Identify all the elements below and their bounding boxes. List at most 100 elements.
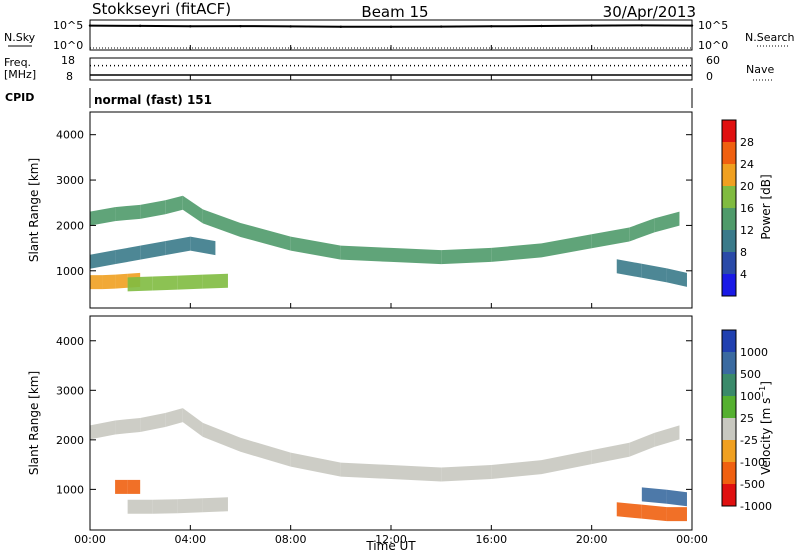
cpid-label: CPID [5,91,34,104]
x-tick-label: 00:00 [74,533,106,546]
colorbar-cell [722,120,736,142]
nsky-point [439,25,443,28]
power-ylabel: Slant Range [km] [27,158,41,262]
scatter-band-segment [391,465,442,482]
nsky-point [138,24,142,28]
scatter-band-segment [616,502,642,519]
colorbar-tick-label: 12 [740,224,754,237]
colorbar-cell [722,274,736,296]
scatter-band-segment [127,276,153,292]
time-axis-label: Time UT [365,539,416,553]
x-tick-label: 08:00 [275,533,307,546]
time-axis: 00:00 04:00 08:00 12:00 16:00 20:00 00:00 [74,45,708,546]
nsky-series [88,24,694,49]
freq-tick-bottom: 8 [66,70,73,83]
velocity-y-axis: 1000 2000 3000 4000 [56,335,692,496]
power-y-axis: 1000 2000 3000 4000 [56,129,692,278]
y-tick-label: 3000 [56,174,84,187]
colorbar-cell [722,352,736,374]
nsky-point [690,24,694,27]
scatter-band-segment [666,507,687,522]
nsky-point [490,25,493,28]
colorbar-tick-label: -500 [740,478,765,491]
beam-title: Beam 15 [361,3,428,21]
scatter-band-segment [177,498,203,514]
y-tick-label: 4000 [56,129,84,142]
y-tick-label: 2000 [56,434,84,447]
scatter-band-segment [290,452,341,477]
scatter-band-segment [240,437,291,467]
scatter-band-segment [202,497,228,513]
colorbar-cell [722,142,736,164]
colorbar-tick-label: -100 [740,456,765,469]
power-colorbar: 28 24 20 16 12 8 4 [721,119,754,297]
nave-tick-top: 60 [706,54,720,67]
y-tick-label: 2000 [56,219,84,232]
nsky-label: N.Sky [4,31,36,44]
velocity-ylabel: Slant Range [km] [27,371,41,475]
scatter-band-segment [654,211,680,233]
scatter-band-segment [641,263,667,283]
power-heatmap [90,195,687,292]
scatter-band-segment [290,236,341,260]
scatter-band-segment [90,250,116,269]
colorbar-cell [722,440,736,462]
nsky-point [289,25,292,28]
nsearch-tick-bottom: 10^0 [698,39,728,52]
nsearch-tick-top: 10^5 [698,19,728,32]
x-tick-label: 04:00 [174,533,206,546]
x-tick-label: 20:00 [576,533,608,546]
velocity-colorbar-label: Velocity [m s−1] [758,381,773,475]
colorbar-tick-label: 16 [740,202,754,215]
scatter-band-segment [591,227,630,249]
scatter-band-segment [115,245,141,265]
colorbar-tick-label: 20 [740,180,754,193]
velocity-panel-frame [89,315,693,531]
colorbar-tick-label: -1000 [740,500,772,513]
colorbar-tick-label: 4 [740,268,747,281]
nave-tick-bottom: 0 [706,70,713,83]
nsky-tick-bottom: 10^0 [53,39,83,52]
scatter-band-segment [152,275,178,291]
scatter-band-segment [441,247,492,265]
scatter-band-segment [202,209,241,237]
colorbar-tick-label: 25 [740,412,754,425]
scatter-band-segment [340,462,391,480]
colorbar-cell [722,230,736,252]
scatter-band-segment [629,218,655,242]
x-tick-label: 00:00 [676,533,708,546]
nsky-point [239,24,242,28]
scatter-band-segment [115,273,128,289]
colorbar-tick-label: -25 [740,434,758,447]
nsky-point [189,25,192,28]
scatter-band-segment [90,207,116,226]
nave-label: Nave [746,63,774,76]
scatter-band-segment [182,408,203,437]
scatter-band-segment [491,243,542,262]
scatter-band-segment [666,489,687,507]
nsky-point [540,24,543,28]
scatter-band-segment [202,422,241,452]
colorbar-tick-label: 100 [740,390,761,403]
colorbar-tick-label: 1000 [740,346,768,359]
nsky-point [88,24,92,27]
freq-unit: [MHz] [4,68,36,81]
scatter-band-segment [115,204,141,222]
scatter-band-segment [654,425,680,447]
scatter-band-segment [127,499,153,514]
scatter-band-segment [165,195,183,215]
scatter-band-segment [177,274,203,290]
freq-label: Freq. [4,56,31,69]
colorbar-tick-label: 28 [740,136,754,149]
scatter-band-segment [629,432,655,457]
scatter-band-segment [102,274,116,290]
velocity-heatmap [90,408,687,522]
nsky-point [640,24,644,27]
scatter-band-segment [140,241,166,260]
colorbar-cell [722,330,736,352]
y-tick-label: 1000 [56,265,84,278]
x-tick-label: 16:00 [475,533,507,546]
scatter-band-segment [541,450,592,475]
scatter-band-segment [115,479,128,494]
scatter-band-segment [115,417,141,435]
